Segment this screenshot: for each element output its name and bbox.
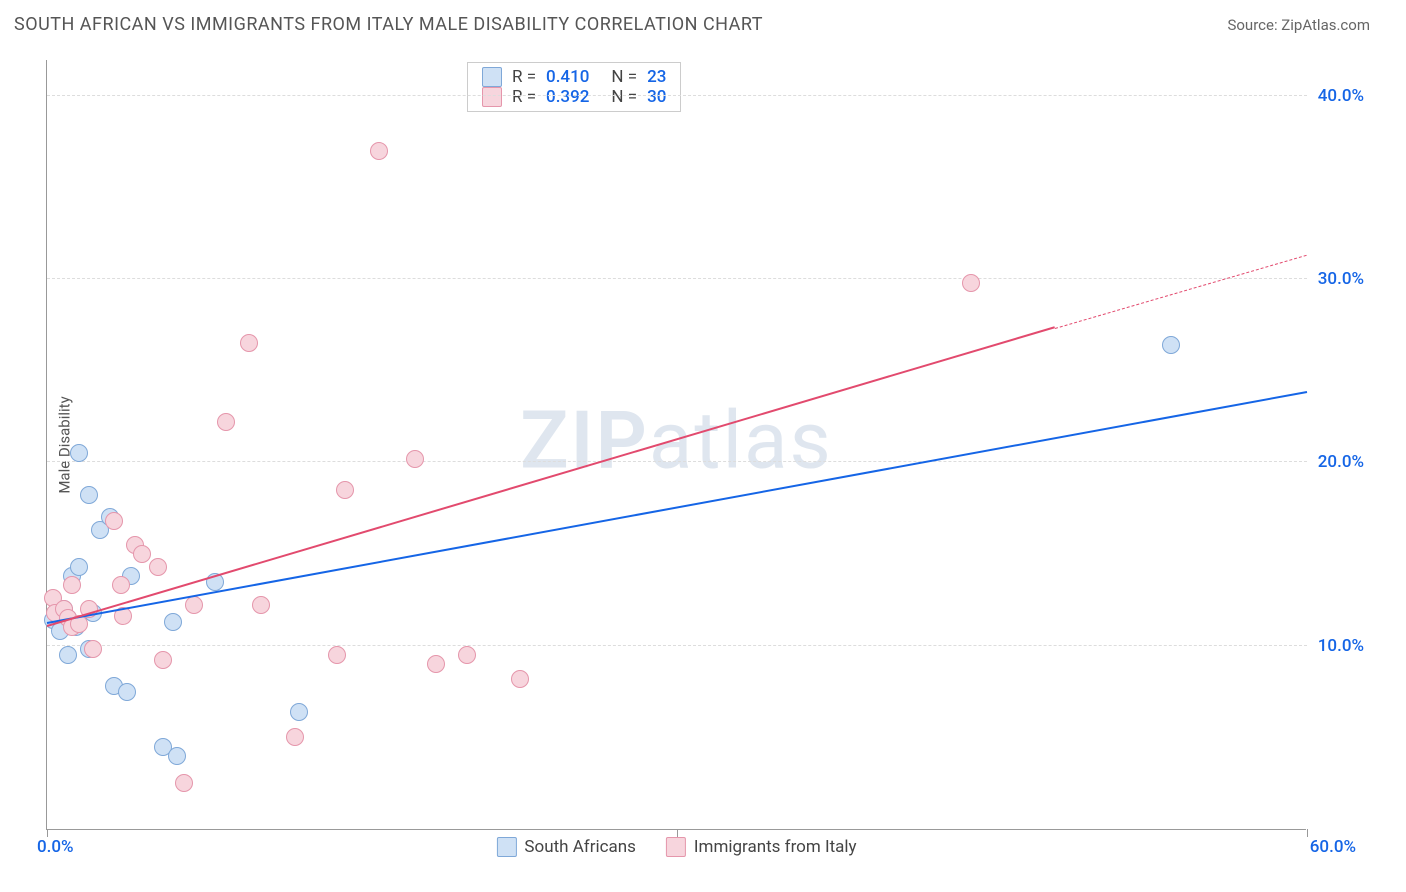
data-point xyxy=(63,576,81,594)
gridline xyxy=(47,645,1307,646)
correlation-legend: R = 0.410 N = 23 R = 0.392 N = 30 xyxy=(467,62,681,112)
legend-n-label: N = xyxy=(611,67,637,87)
chart-title: SOUTH AFRICAN VS IMMIGRANTS FROM ITALY M… xyxy=(14,14,763,35)
data-point xyxy=(112,576,130,594)
trend-line xyxy=(47,391,1307,624)
data-point xyxy=(370,142,388,160)
data-point xyxy=(80,486,98,504)
x-axis-min-label: 0.0% xyxy=(37,837,74,857)
correlation-legend-row: R = 0.410 N = 23 xyxy=(482,67,666,87)
legend-r-label: R = xyxy=(512,87,536,107)
plot-area: ZIPatlas R = 0.410N = 23R = 0.392N = 30 … xyxy=(46,60,1306,830)
y-tick-label: 10.0% xyxy=(1318,636,1364,656)
data-point xyxy=(175,774,193,792)
data-point xyxy=(168,747,186,765)
gridline xyxy=(47,278,1307,279)
data-point xyxy=(185,596,203,614)
legend-n-value: 23 xyxy=(647,67,666,87)
source-attribution: Source: ZipAtlas.com xyxy=(1227,16,1370,34)
y-tick-label: 20.0% xyxy=(1318,452,1364,472)
data-point xyxy=(328,646,346,664)
x-tick xyxy=(47,829,48,837)
legend-swatch xyxy=(666,837,686,857)
legend-swatch xyxy=(482,87,502,107)
legend-n-value: 30 xyxy=(647,87,666,107)
data-point xyxy=(336,481,354,499)
chart-header: SOUTH AFRICAN VS IMMIGRANTS FROM ITALY M… xyxy=(0,0,1406,43)
data-point xyxy=(286,728,304,746)
trend-line xyxy=(47,327,1056,628)
trend-line xyxy=(1055,254,1307,328)
series-legend: South Africans Immigrants from Italy xyxy=(496,837,856,857)
data-point xyxy=(217,413,235,431)
y-tick-label: 30.0% xyxy=(1318,269,1364,289)
gridline xyxy=(47,95,1307,96)
legend-label: South Africans xyxy=(524,837,636,857)
data-point xyxy=(133,545,151,563)
data-point xyxy=(252,596,270,614)
legend-item: Immigrants from Italy xyxy=(666,837,857,857)
data-point xyxy=(406,450,424,468)
data-point xyxy=(962,274,980,292)
correlation-legend-row: R = 0.392 N = 30 xyxy=(482,87,666,107)
data-point xyxy=(427,655,445,673)
y-tick-label: 40.0% xyxy=(1318,86,1364,106)
data-point xyxy=(1162,336,1180,354)
data-point xyxy=(290,703,308,721)
data-point xyxy=(240,334,258,352)
gridline xyxy=(47,461,1307,462)
data-point xyxy=(70,558,88,576)
legend-label: Immigrants from Italy xyxy=(694,837,857,857)
legend-swatch xyxy=(482,67,502,87)
plot-wrap: Male Disability ZIPatlas R = 0.410N = 23… xyxy=(46,60,1356,830)
data-point xyxy=(105,512,123,530)
data-point xyxy=(118,683,136,701)
legend-item: South Africans xyxy=(496,837,636,857)
data-point xyxy=(149,558,167,576)
data-point xyxy=(164,613,182,631)
legend-r-value: 0.392 xyxy=(546,87,589,107)
legend-r-label: R = xyxy=(512,67,536,87)
data-point xyxy=(59,646,77,664)
x-tick xyxy=(677,829,678,837)
data-point xyxy=(511,670,529,688)
data-point xyxy=(84,640,102,658)
x-tick xyxy=(1307,829,1308,837)
data-point xyxy=(458,646,476,664)
legend-r-value: 0.410 xyxy=(546,67,589,87)
legend-n-label: N = xyxy=(611,87,637,107)
data-point xyxy=(154,651,172,669)
legend-swatch xyxy=(496,837,516,857)
x-axis-max-label: 60.0% xyxy=(1310,837,1356,857)
data-point xyxy=(70,444,88,462)
